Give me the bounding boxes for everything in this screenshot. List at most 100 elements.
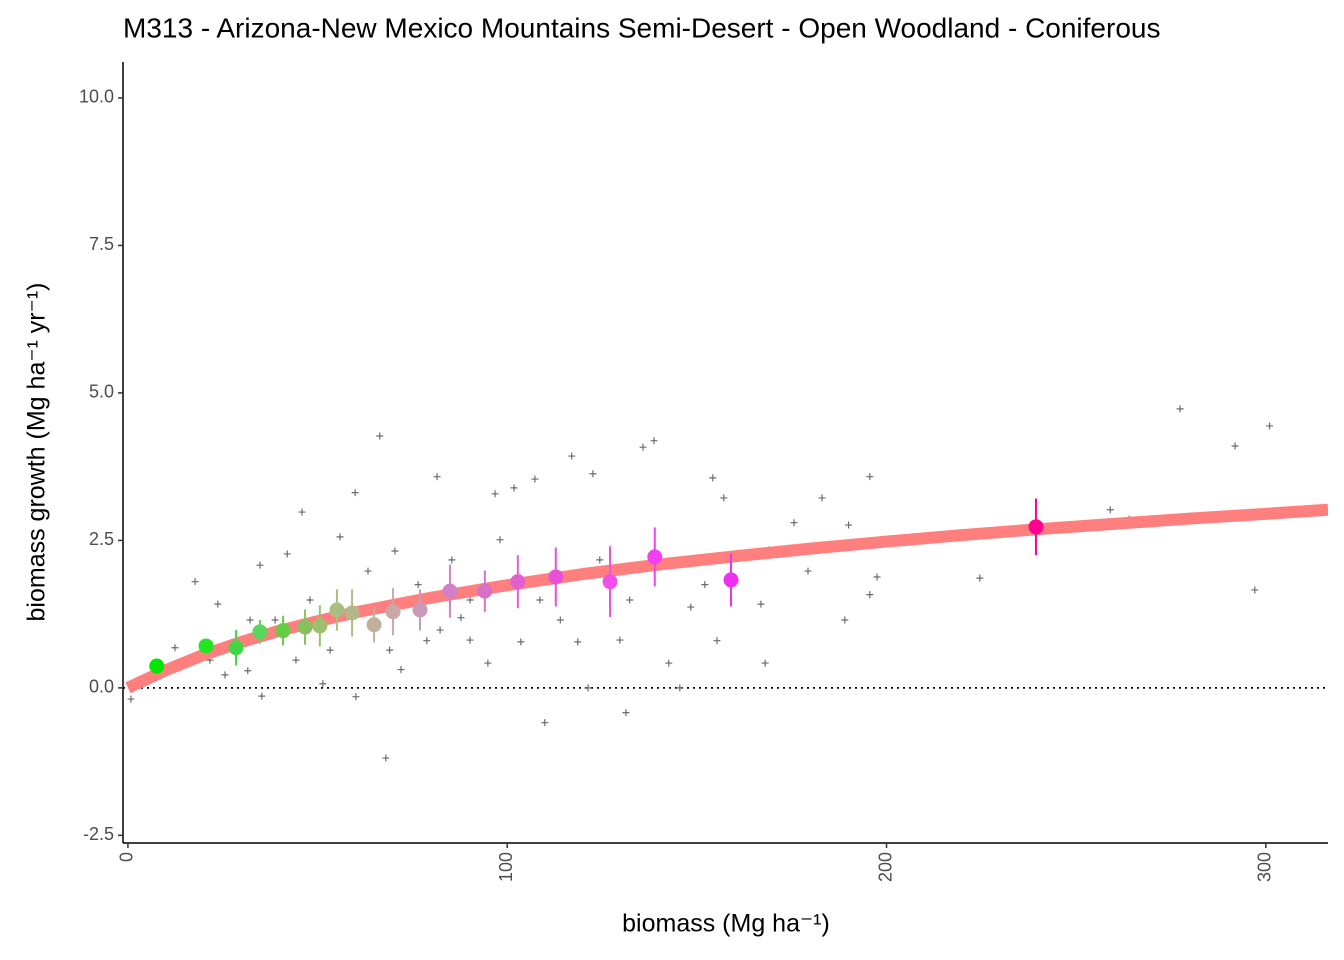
data-point	[1266, 422, 1274, 430]
x-tick-label: 200	[875, 852, 895, 882]
data-point	[298, 508, 306, 516]
data-point	[713, 637, 721, 645]
data-point	[616, 636, 624, 644]
bin-mean	[1028, 519, 1044, 535]
data-point	[171, 644, 179, 652]
y-axis-title: biomass growth (Mg ha⁻¹ yr⁻¹)	[23, 283, 51, 622]
bin-mean	[647, 549, 663, 565]
data-point	[720, 494, 728, 502]
data-point	[283, 550, 291, 558]
bin-mean	[366, 617, 382, 633]
x-axis-title: biomass (Mg ha⁻¹)	[622, 910, 830, 938]
data-point	[191, 578, 199, 586]
bin-mean	[252, 624, 268, 640]
data-point	[391, 547, 399, 555]
bin-mean	[344, 605, 360, 621]
data-point	[326, 646, 334, 654]
bin-mean	[548, 569, 564, 585]
data-point	[584, 684, 592, 692]
data-point	[818, 494, 826, 502]
data-point	[574, 638, 582, 646]
data-point	[556, 616, 564, 624]
y-tick-label: 7.5	[89, 234, 114, 254]
data-point	[589, 470, 597, 478]
data-point	[351, 489, 359, 497]
data-point	[790, 519, 798, 527]
data-point	[466, 596, 474, 604]
data-point	[873, 573, 881, 581]
data-point	[976, 574, 984, 582]
data-point	[1231, 442, 1239, 450]
data-point	[510, 484, 518, 492]
data-point	[258, 692, 266, 700]
data-point	[1106, 506, 1114, 514]
data-point	[701, 581, 709, 589]
data-point	[397, 666, 405, 674]
data-point	[804, 567, 812, 575]
data-point	[214, 600, 222, 608]
bin-mean	[477, 583, 493, 599]
data-point	[622, 709, 630, 717]
data-point	[568, 452, 576, 460]
data-point	[665, 659, 673, 667]
data-point	[364, 567, 372, 575]
plot-area	[123, 405, 1328, 762]
data-point	[246, 616, 254, 624]
data-point	[1176, 405, 1184, 413]
data-point	[1251, 586, 1259, 594]
data-point	[531, 475, 539, 483]
data-point	[382, 754, 390, 762]
data-point	[491, 490, 499, 498]
fit-curve	[125, 503, 1328, 694]
data-point	[319, 680, 327, 688]
chart-title: M313 - Arizona-New Mexico Mountains Semi…	[123, 12, 1160, 43]
data-point	[484, 659, 492, 667]
bin-mean	[385, 604, 401, 620]
data-point	[626, 596, 634, 604]
bin-mean	[723, 572, 739, 588]
bin-mean	[297, 619, 313, 635]
data-point	[541, 719, 549, 727]
bin-mean	[149, 658, 165, 674]
data-point	[244, 667, 252, 675]
y-tick-label: 2.5	[89, 529, 114, 549]
data-point	[386, 646, 394, 654]
data-point	[536, 596, 544, 604]
data-point	[676, 684, 684, 692]
bin-mean	[198, 638, 214, 654]
data-point	[845, 521, 853, 529]
data-point	[496, 536, 504, 544]
bin-mean	[312, 618, 328, 634]
data-point	[423, 637, 431, 645]
bin-mean	[510, 574, 526, 590]
data-point	[352, 693, 360, 701]
bin-mean	[412, 602, 428, 618]
data-point	[414, 581, 422, 589]
y-tick-label: 10.0	[79, 87, 114, 107]
data-point	[466, 636, 474, 644]
bin-mean	[275, 623, 291, 639]
data-point	[517, 638, 525, 646]
data-point	[757, 600, 765, 608]
data-point	[457, 614, 465, 622]
data-point	[127, 695, 135, 703]
data-point	[650, 437, 658, 445]
data-point	[436, 626, 444, 634]
x-tick-label: 300	[1255, 852, 1275, 882]
data-point	[376, 432, 384, 440]
y-tick-label: 5.0	[89, 382, 114, 402]
data-point	[841, 616, 849, 624]
data-point	[336, 533, 344, 541]
bin-mean	[329, 602, 345, 618]
data-point	[866, 591, 874, 599]
y-tick-label: -2.5	[83, 824, 114, 844]
data-point	[761, 659, 769, 667]
data-point	[256, 561, 264, 569]
data-point	[448, 556, 456, 564]
data-point	[687, 603, 695, 611]
data-point	[433, 473, 441, 481]
y-tick-label: 0.0	[89, 677, 114, 697]
x-tick-label: 0	[117, 852, 137, 862]
